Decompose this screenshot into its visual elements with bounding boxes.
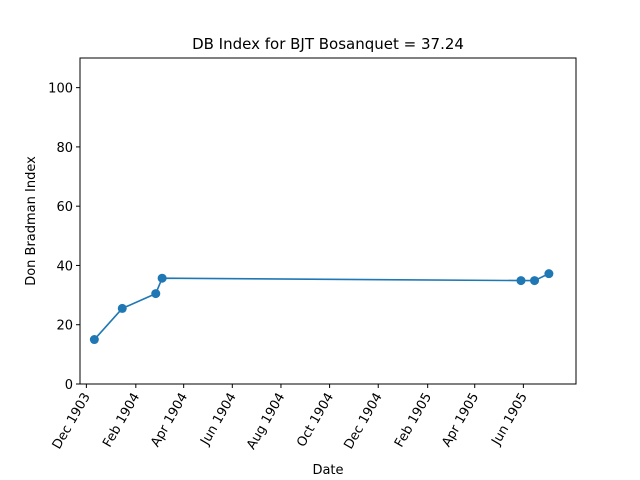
- x-axis-title: Date: [312, 463, 343, 478]
- x-tick-label: Feb 1905: [392, 391, 435, 451]
- data-point: [544, 269, 554, 279]
- series-line: [93, 272, 550, 341]
- y-tick-label: 20: [56, 319, 73, 334]
- x-tick-label: Feb 1904: [100, 391, 143, 451]
- x-tick-label: Dec 1904: [342, 391, 386, 453]
- x-tick-label: Oct 1904: [294, 391, 337, 450]
- x-tick-label: Aug 1904: [244, 391, 288, 453]
- y-tick-label: 40: [56, 259, 73, 274]
- y-tick-label: 0: [65, 378, 73, 393]
- data-point: [117, 303, 127, 313]
- data-point: [157, 273, 167, 283]
- x-tick-label: Apr 1904: [148, 391, 191, 450]
- data-point: [89, 335, 99, 345]
- data-point: [516, 276, 526, 286]
- x-tick-label: Dec 1903: [50, 391, 94, 453]
- y-tick-label: 80: [56, 141, 73, 156]
- y-axis-title: Don Bradman Index: [24, 156, 39, 286]
- y-tick-label: 60: [56, 200, 73, 215]
- x-tick-label: Apr 1905: [439, 391, 482, 450]
- y-tick-label: 100: [48, 82, 73, 97]
- chart-title: DB Index for BJT Bosanquet = 37.24: [192, 35, 464, 53]
- data-point: [530, 276, 540, 286]
- data-point: [151, 289, 161, 299]
- x-tick-label: Jun 1904: [198, 391, 240, 449]
- axes-frame: [79, 57, 577, 385]
- x-tick-label: Jun 1905: [489, 391, 531, 449]
